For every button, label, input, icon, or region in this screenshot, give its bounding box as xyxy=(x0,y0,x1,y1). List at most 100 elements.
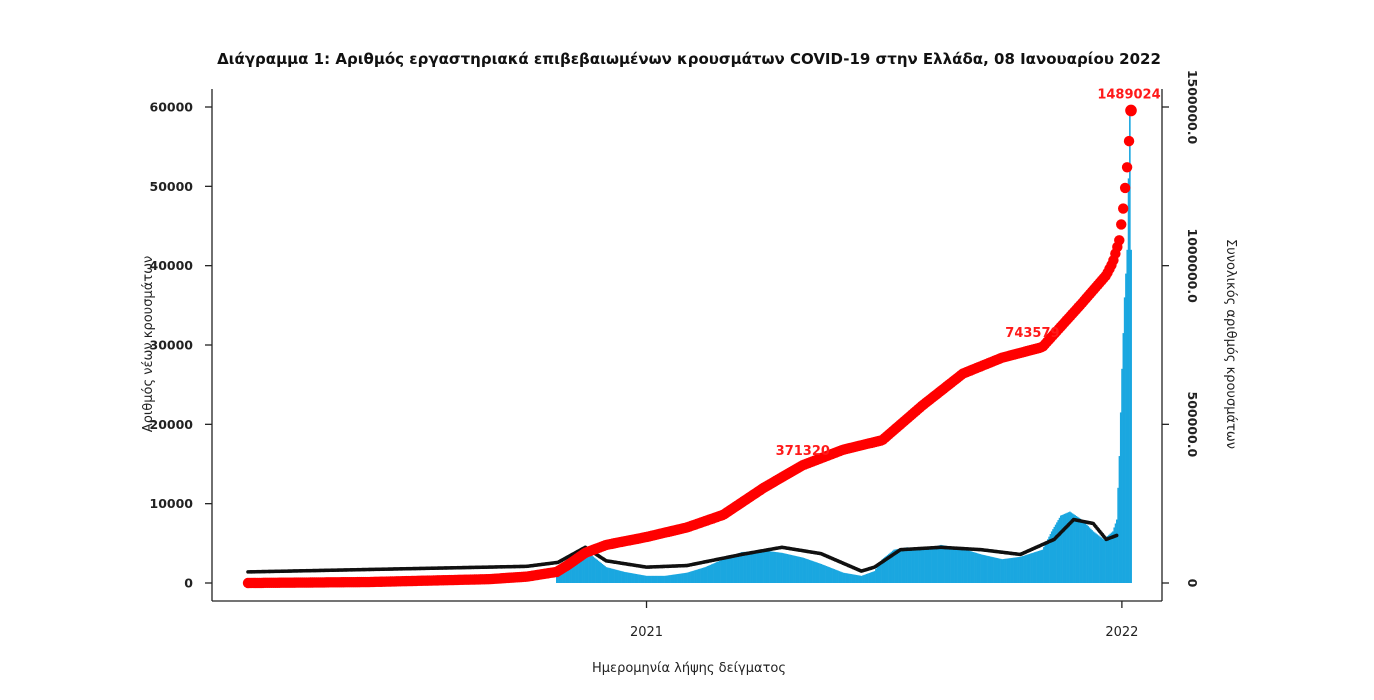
bar xyxy=(993,557,996,583)
bar xyxy=(1070,512,1073,583)
bar xyxy=(942,545,945,583)
bar xyxy=(724,558,726,583)
bar xyxy=(1066,512,1069,583)
cumulative-point xyxy=(1121,162,1133,173)
right-tick-label: 0 xyxy=(1185,579,1200,588)
cumulative-annotations: 371320 743579 1489024 xyxy=(776,87,1161,459)
bar xyxy=(677,573,679,583)
bar xyxy=(1007,558,1010,583)
bar xyxy=(1073,514,1075,583)
bar xyxy=(1121,368,1123,583)
bar xyxy=(722,559,725,583)
bar xyxy=(994,557,997,583)
bar xyxy=(899,548,902,583)
bar xyxy=(924,549,927,583)
bar xyxy=(780,552,782,583)
bar xyxy=(974,552,976,583)
bar xyxy=(628,572,631,583)
bar xyxy=(645,575,648,583)
bar xyxy=(941,545,944,583)
bar xyxy=(996,558,998,583)
plot-area xyxy=(242,104,1137,589)
bar xyxy=(1122,333,1125,583)
bar xyxy=(914,548,916,583)
bar xyxy=(593,557,596,583)
bar xyxy=(949,546,951,583)
bar xyxy=(808,559,811,583)
bar xyxy=(710,564,713,583)
bar xyxy=(731,555,734,583)
bar xyxy=(988,556,990,583)
bar xyxy=(851,574,854,583)
bar xyxy=(1063,513,1066,583)
left-tick-label: 60000 xyxy=(150,100,194,115)
bar xyxy=(737,553,739,583)
bar xyxy=(760,550,763,583)
bar xyxy=(785,553,787,583)
bar xyxy=(1000,558,1002,583)
bar xyxy=(1015,557,1018,583)
bar xyxy=(1127,178,1130,583)
bar xyxy=(716,562,718,583)
bar xyxy=(752,551,755,583)
bar xyxy=(647,575,649,583)
bar xyxy=(1046,539,1049,583)
bar xyxy=(776,552,778,583)
bar xyxy=(1009,558,1011,583)
bar xyxy=(1035,551,1037,583)
bar xyxy=(824,565,826,583)
bar xyxy=(1084,523,1087,583)
bar xyxy=(812,561,815,583)
bar xyxy=(852,574,855,583)
left-tick-label: 40000 xyxy=(150,258,194,273)
bar xyxy=(769,551,772,583)
bar xyxy=(1086,524,1088,583)
bar xyxy=(817,563,820,583)
bar xyxy=(673,574,675,583)
right-axis-ticks: 0 500000.0 1000000.0 1500000.0 xyxy=(1162,70,1200,588)
bar xyxy=(878,563,881,583)
bar xyxy=(662,575,665,583)
bar xyxy=(906,547,908,583)
bar xyxy=(580,552,583,583)
bar xyxy=(912,548,915,583)
bar xyxy=(1083,522,1086,583)
bar xyxy=(813,561,816,583)
bar xyxy=(1078,517,1080,583)
bar xyxy=(954,547,957,583)
bar xyxy=(602,565,605,583)
bar xyxy=(1006,558,1009,583)
bar xyxy=(1061,515,1063,583)
bar xyxy=(1049,534,1052,583)
bar xyxy=(1058,517,1061,583)
left-tick-label: 30000 xyxy=(150,338,194,353)
bar xyxy=(617,570,619,583)
bar xyxy=(1075,516,1078,583)
bar xyxy=(1030,553,1032,583)
bar xyxy=(748,551,751,583)
bar xyxy=(648,575,651,583)
bar xyxy=(795,556,798,583)
bar xyxy=(653,575,656,583)
bar xyxy=(1126,249,1129,584)
bar xyxy=(977,553,980,583)
bar xyxy=(948,546,950,583)
bar xyxy=(742,551,744,583)
bar xyxy=(596,559,598,583)
bar xyxy=(903,547,906,583)
bar xyxy=(664,575,666,583)
bar xyxy=(601,563,604,583)
bar xyxy=(592,556,595,583)
bar xyxy=(915,548,918,583)
bar xyxy=(632,573,635,583)
bar xyxy=(849,573,851,583)
bar xyxy=(688,571,691,583)
bar xyxy=(712,563,714,583)
bar xyxy=(730,556,733,583)
bar xyxy=(944,545,946,583)
bar xyxy=(1054,524,1057,583)
bar xyxy=(1002,559,1005,583)
bar xyxy=(759,550,761,583)
bar xyxy=(950,546,953,583)
